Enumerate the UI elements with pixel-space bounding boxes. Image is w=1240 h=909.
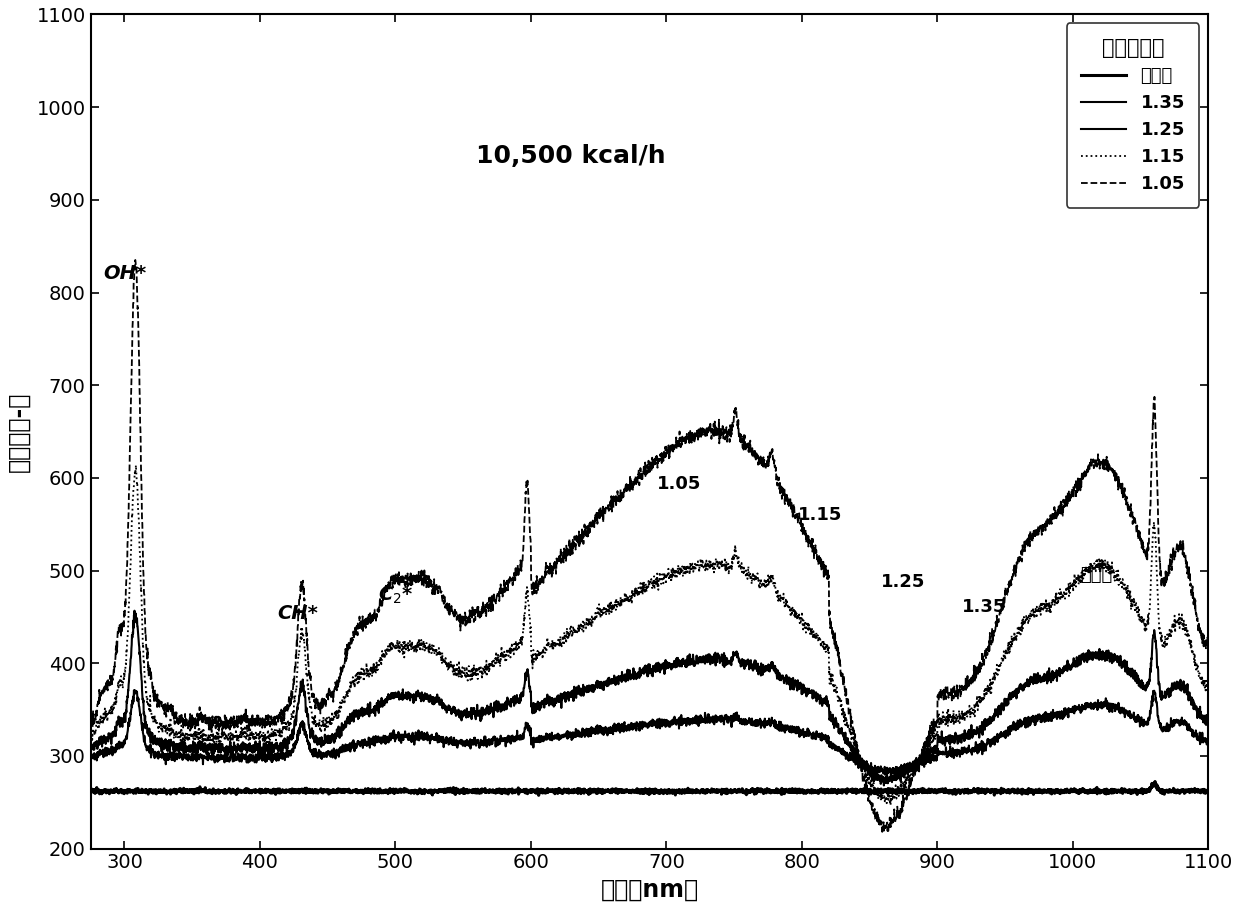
Text: 1.25: 1.25 — [880, 574, 925, 591]
Text: OH*: OH* — [103, 264, 146, 283]
Text: C$_2$*: C$_2$* — [378, 585, 413, 606]
Legend: 基准线, 1.35, 1.25, 1.15, 1.05: 基准线, 1.35, 1.25, 1.15, 1.05 — [1066, 24, 1199, 207]
Text: CH*: CH* — [278, 604, 319, 623]
X-axis label: 波长（nm）: 波长（nm） — [600, 878, 698, 902]
Text: 1.35: 1.35 — [962, 598, 1006, 616]
Text: 1.05: 1.05 — [657, 475, 702, 493]
Y-axis label: 灵敏度（-）: 灵敏度（-） — [7, 392, 31, 472]
Text: 基准线: 基准线 — [1080, 565, 1112, 584]
Text: 10,500 kcal/h: 10,500 kcal/h — [476, 145, 666, 168]
Text: 1.15: 1.15 — [797, 505, 842, 524]
